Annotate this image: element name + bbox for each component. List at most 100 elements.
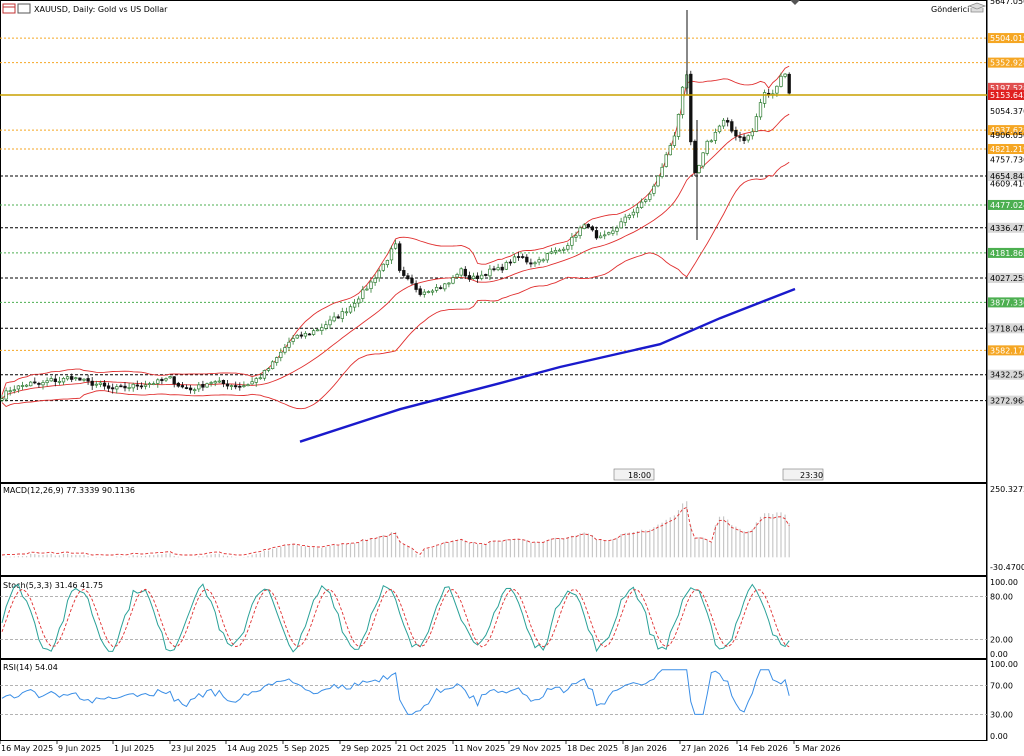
candle-body-144 bbox=[590, 226, 595, 231]
candle-body-177 bbox=[726, 120, 730, 123]
candle-body-168 bbox=[689, 73, 693, 143]
candle-body-17 bbox=[70, 376, 74, 380]
candle-body-7 bbox=[29, 381, 33, 387]
sender-label: Gönderici bbox=[931, 5, 969, 14]
candle-body-78 bbox=[320, 327, 324, 331]
candle-body-25 bbox=[102, 382, 107, 387]
level-tag-11 bbox=[988, 345, 1024, 356]
level-tag-8 bbox=[988, 273, 1024, 284]
current-price-label: 5153.642 bbox=[990, 91, 1024, 100]
candle-body-30 bbox=[123, 385, 127, 389]
candle-body-47 bbox=[193, 389, 197, 392]
chart-window-icon[interactable] bbox=[2, 3, 16, 14]
candle-body-98 bbox=[402, 270, 406, 276]
candle-body-50 bbox=[205, 383, 209, 388]
candle-body-61 bbox=[250, 381, 254, 385]
level-tag-label-2: 4937.628 bbox=[990, 126, 1024, 135]
candle-body-42 bbox=[172, 376, 176, 385]
candle-body-120 bbox=[492, 268, 496, 271]
candle-body-38 bbox=[156, 379, 160, 384]
stochastic-pane: Stoch(5,3,3) 31.46 41.75 100.00 80.00 20.00… bbox=[0, 578, 1018, 659]
candle-body-45 bbox=[184, 387, 189, 389]
time-label-8: 11 Nov 2025 bbox=[454, 744, 505, 753]
time-label-7: 21 Oct 2025 bbox=[397, 744, 446, 753]
candle-body-37 bbox=[152, 383, 156, 385]
level-tag-12 bbox=[988, 369, 1024, 380]
price-tick-0: 5054.370 bbox=[990, 107, 1024, 116]
candle-body-152 bbox=[623, 216, 627, 223]
candle-body-147 bbox=[603, 234, 607, 237]
candle-body-67 bbox=[275, 357, 279, 363]
rsi-tick-1: 70.00 bbox=[990, 682, 1013, 691]
candle-body-110 bbox=[451, 277, 455, 284]
price-tick-1: 4906.050 bbox=[990, 131, 1024, 140]
cap-icon[interactable] bbox=[967, 2, 987, 13]
candle-body-176 bbox=[721, 119, 726, 127]
candle-body-130 bbox=[533, 262, 537, 265]
candle-body-148 bbox=[607, 232, 611, 235]
candle-body-117 bbox=[480, 274, 484, 279]
stoch-tick-3: 0.00 bbox=[990, 650, 1008, 659]
stoch-tick-2: 20.00 bbox=[990, 636, 1013, 645]
candle-body-159 bbox=[652, 185, 656, 194]
candle-body-180 bbox=[738, 136, 742, 138]
candle-body-26 bbox=[106, 385, 111, 389]
candle-body-19 bbox=[78, 377, 82, 381]
candle-body-35 bbox=[143, 384, 148, 387]
candle-body-63 bbox=[258, 377, 262, 380]
candle-body-169 bbox=[693, 140, 697, 173]
candle-body-133 bbox=[545, 253, 549, 261]
candle-body-123 bbox=[504, 262, 508, 270]
candle-body-173 bbox=[709, 140, 713, 143]
time-label-6: 29 Sep 2025 bbox=[341, 744, 392, 753]
candle-body-89 bbox=[365, 288, 369, 291]
candle-body-97 bbox=[398, 243, 402, 271]
candle-body-184 bbox=[754, 116, 759, 132]
candle-body-186 bbox=[762, 92, 767, 104]
candle-body-162 bbox=[664, 154, 668, 167]
candle-body-9 bbox=[37, 382, 41, 385]
level-lines bbox=[0, 37, 987, 402]
scroll-marker-icon[interactable] bbox=[790, 0, 800, 5]
candle-body-75 bbox=[307, 333, 312, 336]
candle-body-36 bbox=[147, 383, 152, 385]
price-tick-2: 4757.730 bbox=[990, 155, 1024, 164]
current-price-tag bbox=[988, 90, 1024, 100]
candle-body-81 bbox=[332, 316, 336, 322]
marker-box-0 bbox=[613, 468, 655, 481]
ma-long-line bbox=[299, 287, 796, 443]
candle-body-114 bbox=[467, 275, 472, 280]
candle-body-49 bbox=[201, 384, 205, 388]
rsi-pane: RSI(14) 54.04 100.00 70.00 30.00 0.00 bbox=[0, 660, 1018, 741]
candle-body-86 bbox=[352, 302, 357, 308]
symbol-toggle-icon[interactable] bbox=[17, 3, 31, 14]
candle-body-32 bbox=[131, 383, 135, 389]
time-label-2: 1 Jul 2025 bbox=[114, 744, 154, 753]
level-tag-13 bbox=[988, 395, 1024, 406]
candle-body-142 bbox=[582, 224, 586, 229]
level-tag-label-12: 3432.256 bbox=[990, 371, 1024, 380]
stoch-signal-line bbox=[1, 588, 790, 648]
candle-body-118 bbox=[484, 274, 488, 276]
candle-body-108 bbox=[443, 283, 447, 290]
candle-body-109 bbox=[447, 282, 451, 285]
candle-body-164 bbox=[672, 135, 677, 146]
candle-body-28 bbox=[115, 386, 119, 390]
time-label-10: 18 Dec 2025 bbox=[567, 744, 618, 753]
candle-body-95 bbox=[389, 248, 394, 261]
candle-body-58 bbox=[238, 385, 242, 388]
prev-price-tag bbox=[988, 82, 1024, 93]
candle-body-115 bbox=[471, 275, 476, 280]
candle-body-56 bbox=[229, 385, 234, 387]
candle-body-101 bbox=[414, 283, 418, 290]
candle-body-145 bbox=[594, 230, 599, 239]
candle-body-161 bbox=[660, 166, 664, 177]
macd-signal-line bbox=[1, 506, 790, 556]
candle-body-12 bbox=[49, 378, 53, 382]
macd-pane: MACD(12,26,9) 77.3339 90.1136 250.3272 -30… bbox=[1, 485, 1024, 572]
candle-body-166 bbox=[680, 86, 685, 115]
candle-body-20 bbox=[82, 378, 86, 381]
level-tag-label-13: 3272.964 bbox=[990, 397, 1024, 406]
candle-body-137 bbox=[562, 248, 566, 251]
